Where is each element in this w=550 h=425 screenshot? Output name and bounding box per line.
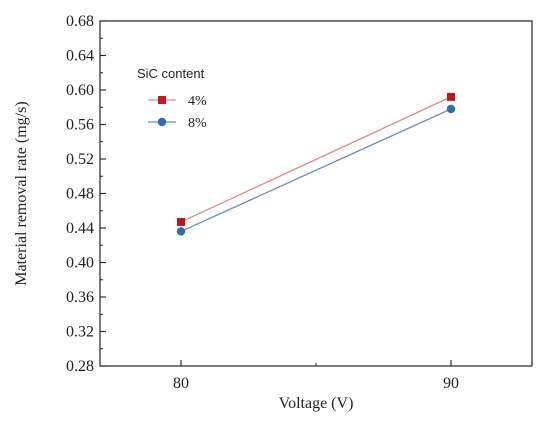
y-tick-label: 0.36: [66, 289, 94, 306]
legend-marker: [158, 96, 166, 104]
y-tick-label: 0.28: [66, 358, 94, 375]
legend-title: SiC content: [137, 66, 205, 81]
y-tick-label: 0.52: [66, 151, 94, 168]
legend-label: 8%: [188, 116, 207, 131]
x-tick-label: 90: [443, 375, 459, 392]
series-line: [180, 108, 452, 233]
y-tick-label: 0.68: [66, 13, 94, 30]
y-tick-label: 0.56: [66, 117, 94, 134]
y-axis-title: Material removal rate (mg/s): [13, 101, 30, 285]
x-tick-label: 80: [173, 375, 189, 392]
data-point: [177, 217, 185, 226]
legend-label: 4%: [188, 94, 207, 109]
series-2: [176, 104, 456, 236]
y-tick-label: 0.40: [66, 255, 94, 272]
y-tick-label: 0.64: [66, 48, 94, 65]
y-tick-label: 0.32: [66, 324, 94, 341]
x-axis: 80 90: [173, 360, 459, 392]
series-line: [180, 96, 452, 223]
data-point: [447, 92, 455, 101]
legend: SiC content 4% 8%: [137, 66, 207, 131]
y-tick-label: 0.48: [66, 186, 94, 203]
data-point: [176, 227, 186, 236]
data-point: [446, 104, 456, 114]
x-axis-title: Voltage (V): [279, 395, 354, 412]
series-layer: [176, 92, 456, 236]
y-tick-label: 0.60: [66, 82, 94, 99]
y-axis: 0.28 0.32 0.36 0.40 0.44 0.48 0.52 0.56 0.60 0.64…: [66, 13, 106, 375]
series-1: [177, 92, 455, 226]
legend-marker: [157, 117, 167, 127]
y-tick-label: 0.44: [66, 220, 94, 237]
